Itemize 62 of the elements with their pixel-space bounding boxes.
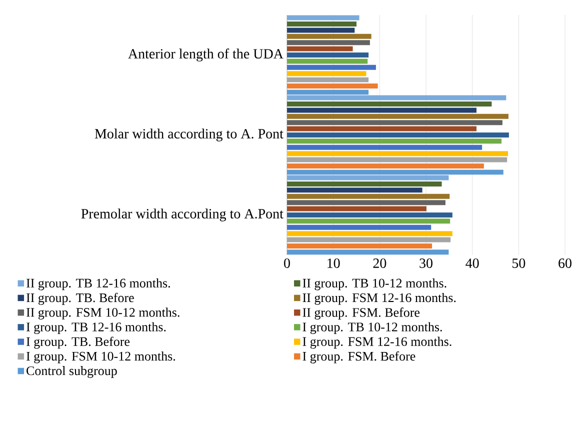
bar	[287, 40, 370, 46]
bar	[287, 132, 509, 138]
x-tick-label: 30	[420, 258, 432, 268]
bar	[287, 181, 442, 186]
bar	[287, 163, 484, 168]
x-tick-label: 50	[512, 258, 526, 268]
bar	[287, 243, 432, 248]
x-tick-label: 20	[373, 258, 386, 268]
bar	[287, 120, 502, 126]
bar	[287, 126, 476, 132]
bar	[287, 157, 508, 162]
bar	[287, 101, 492, 106]
legend-label: I group. TB 12-16 months.	[26, 322, 166, 334]
y-tick-label: Premolar width according to A.Pont	[81, 208, 284, 222]
y-tick-label: Molar width according to A. Pont	[94, 128, 284, 142]
bar	[287, 138, 502, 144]
legend-label: I group. TB 10-12 months.	[302, 322, 442, 334]
bar	[287, 224, 432, 230]
bar	[287, 15, 360, 20]
bar	[287, 237, 451, 242]
bar	[287, 206, 426, 212]
bar	[287, 28, 355, 33]
bar	[287, 250, 449, 255]
legend-label: II group. TB. Before	[26, 292, 134, 305]
bar	[287, 114, 508, 119]
bar	[287, 58, 368, 64]
bar	[287, 52, 369, 58]
legend-label: II group. FSM. Before	[302, 308, 420, 320]
legend-label: I group. FSM 12-16 months.	[302, 336, 452, 349]
y-tick-label: Anterior length of the UDA	[128, 48, 284, 62]
legend-label: Control subgroup	[26, 366, 117, 378]
legend-label: II group. TB 10-12 months.	[302, 278, 446, 290]
bar	[287, 175, 449, 180]
bar	[287, 21, 356, 26]
bar	[287, 200, 446, 206]
bar	[287, 194, 450, 199]
bar	[287, 77, 369, 82]
legend-label: I group. FSM. Before	[302, 351, 416, 364]
bar	[287, 151, 508, 156]
bar	[287, 46, 353, 52]
legend-label: II group. TB 12-16 months.	[26, 278, 170, 290]
x-tick-label: 60	[558, 258, 572, 268]
legend-label: II group. FSM 10-12 months.	[26, 308, 180, 320]
bar	[287, 83, 378, 88]
bar	[287, 64, 376, 70]
x-tick-label: 40	[466, 258, 479, 268]
bar	[287, 218, 450, 224]
bar	[287, 95, 506, 100]
bar	[287, 144, 482, 150]
legend-label: I group. TB. Before	[26, 336, 130, 349]
bar	[287, 90, 369, 95]
legend-label: II group. FSM 12-16 months.	[302, 292, 456, 305]
bar	[287, 108, 476, 113]
bar	[287, 212, 452, 218]
bar	[287, 34, 372, 39]
x-tick-label: 10	[328, 258, 340, 268]
bar	[287, 231, 452, 236]
legend-label: I group. FSM 10-12 months.	[26, 351, 176, 364]
bar	[287, 170, 504, 175]
x-tick-label: 0	[284, 258, 290, 268]
bar	[287, 188, 422, 193]
bar	[287, 71, 366, 76]
